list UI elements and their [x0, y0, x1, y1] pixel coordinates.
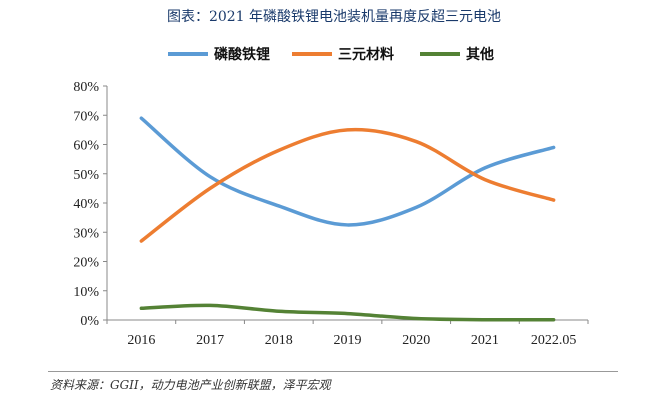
y-tick-label: 20%: [73, 256, 99, 271]
x-tick-label: 2018: [265, 333, 293, 348]
series-line-2: [139, 303, 556, 322]
legend-label-1: 三元材料: [338, 46, 394, 63]
series-line-0: [139, 116, 556, 227]
y-tick-label: 30%: [73, 226, 99, 241]
y-tick-label: 70%: [73, 109, 99, 124]
legend-label-2: 其他: [466, 46, 494, 63]
x-tick-label: 2020: [402, 333, 430, 348]
x-tick-label: 2019: [334, 333, 362, 348]
y-tick-label: 10%: [73, 285, 99, 300]
x-tick-label: 2022.05: [531, 333, 577, 348]
series-line-1: [139, 127, 556, 243]
chart-title: 图表：2021 年磷酸铁锂电池装机量再度反超三元电池: [166, 9, 502, 25]
y-tick-label: 50%: [73, 168, 99, 183]
source-note: 资料来源：GGII，动力电池产业创新联盟，泽平宏观: [50, 378, 331, 392]
y-tick-label: 80%: [73, 80, 99, 95]
x-tick-label: 2016: [127, 333, 155, 348]
y-tick-label: 40%: [73, 197, 99, 212]
divider: [48, 371, 618, 372]
x-tick-label: 2017: [196, 333, 224, 348]
x-tick-label: 2021: [471, 333, 499, 348]
y-tick-label: 60%: [73, 139, 99, 154]
y-tick-label: 0%: [80, 314, 99, 329]
legend-label-0: 磷酸铁锂: [214, 46, 270, 63]
